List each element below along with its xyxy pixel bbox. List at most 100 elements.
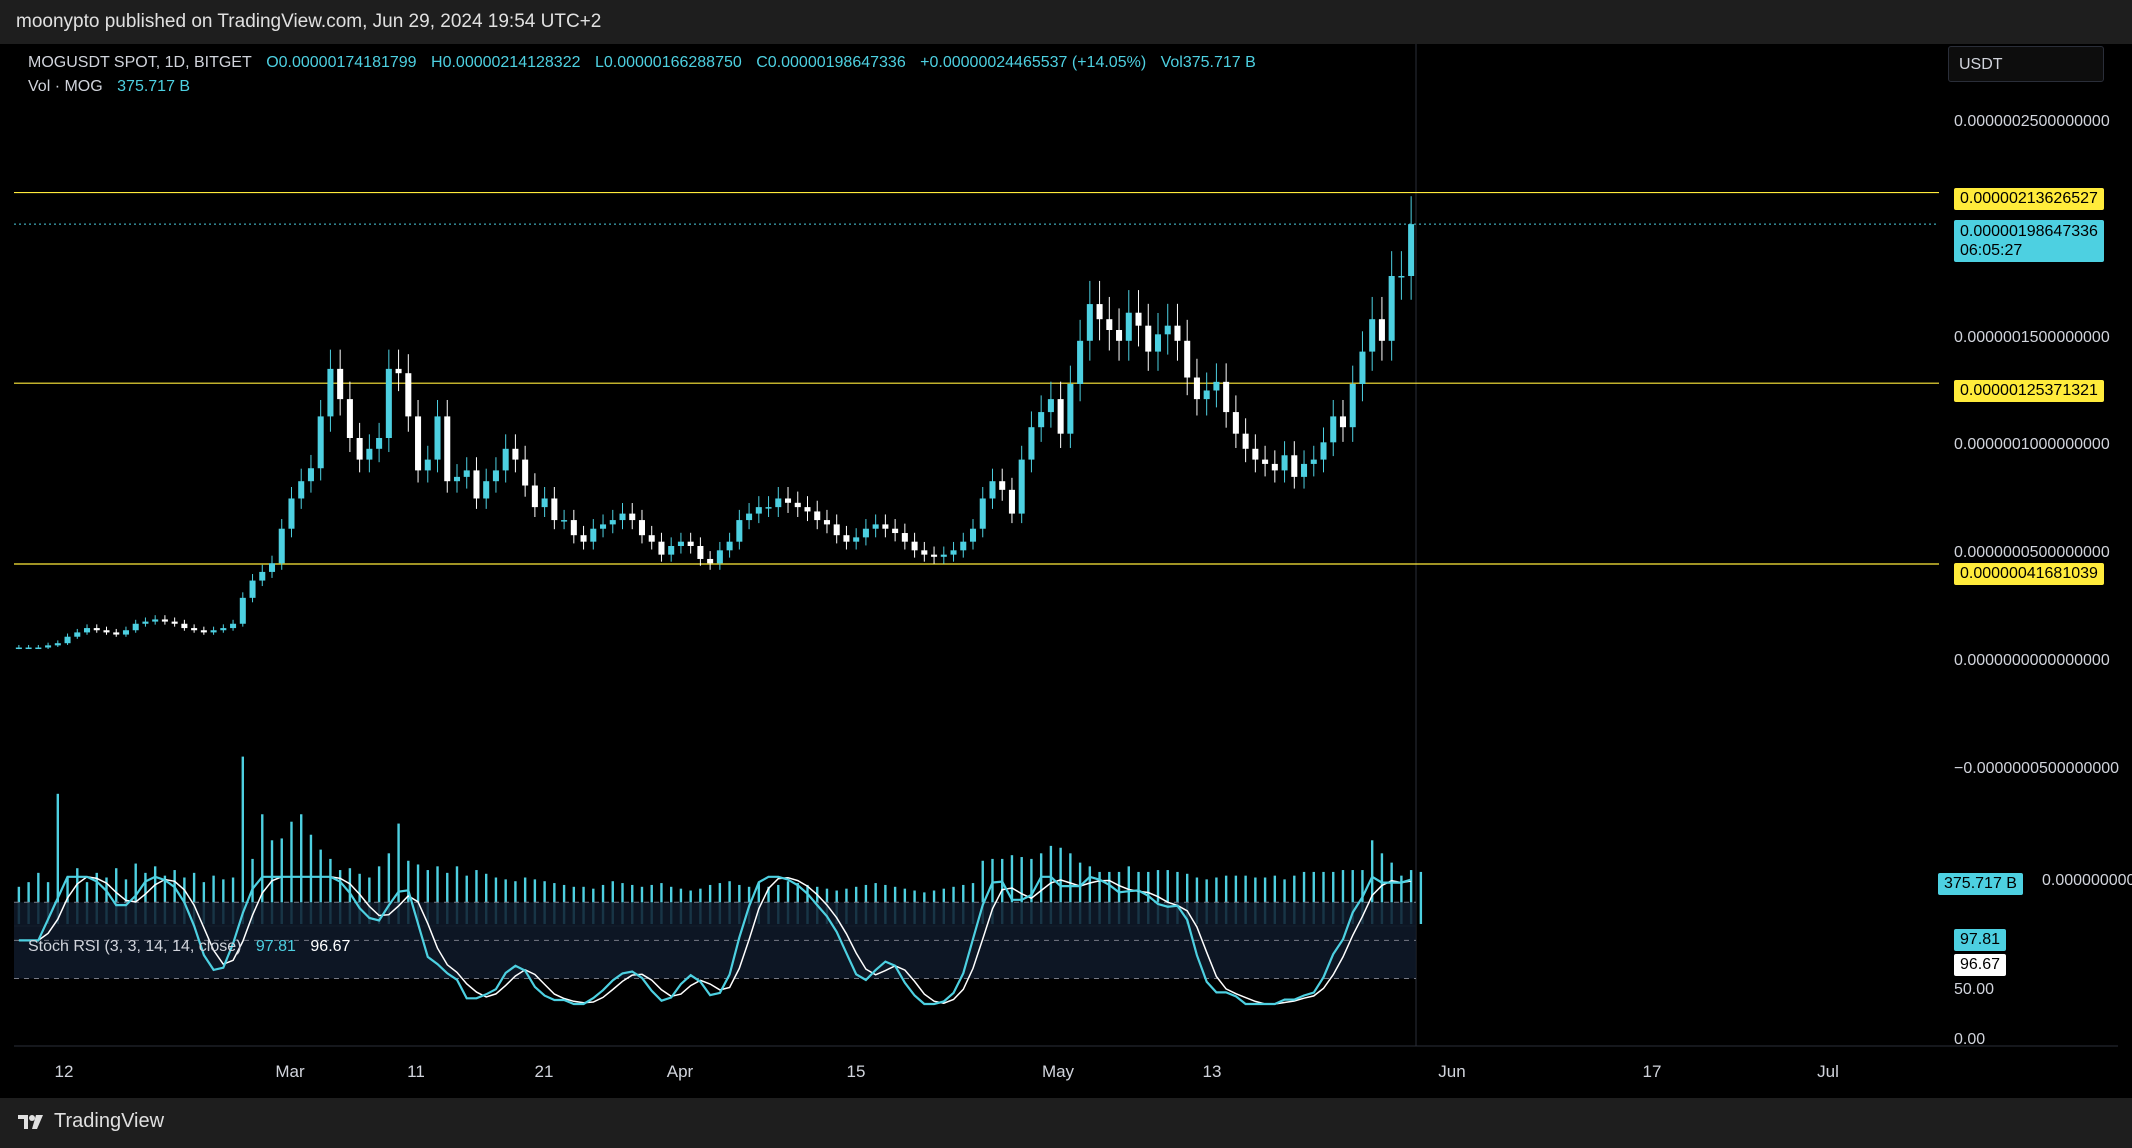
candle-body (629, 513, 636, 521)
volume-bar (105, 877, 108, 924)
candle-body (619, 513, 626, 521)
candle-body (541, 498, 548, 508)
candle-body (327, 368, 334, 417)
volume-bar (270, 840, 274, 924)
candle-body (1184, 340, 1191, 378)
candle-body (1018, 459, 1025, 514)
volume-bar (1001, 858, 1004, 924)
stoch-tick: 0.00 (1954, 1031, 1986, 1048)
candle-body (132, 623, 139, 631)
volume-bar (1205, 879, 1208, 924)
candle-body (989, 481, 996, 499)
volume-bar (1137, 871, 1140, 924)
currency-selector[interactable]: USDT (1948, 46, 2104, 82)
candle-body (424, 459, 431, 471)
volume-bar (290, 821, 293, 924)
candle-body (1086, 304, 1093, 341)
volume-bar (436, 866, 439, 924)
volume-bar (1419, 871, 1423, 924)
volume-bar (348, 868, 352, 924)
candle-body (570, 520, 577, 536)
open-value: O0.00000174181799 (266, 54, 417, 71)
chart-area[interactable]: MOGUSDT SPOT, 1D, BITGET O0.000001741817… (14, 44, 2132, 1098)
x-tick: Jun (1438, 1062, 1466, 1081)
candle-body (1262, 459, 1269, 464)
candle-body (775, 498, 782, 508)
x-tick: 13 (1202, 1062, 1222, 1081)
candle-body (600, 524, 607, 529)
candle-body (142, 621, 149, 624)
volume-bar (1263, 877, 1267, 924)
volume-bar (1254, 877, 1257, 924)
volume-bar (192, 872, 196, 924)
candle-body (580, 535, 587, 542)
candle-body (1310, 459, 1317, 464)
candle-body (288, 498, 295, 529)
volume-bar (1088, 866, 1092, 924)
volume-bar (261, 814, 264, 924)
symbol-label: MOGUSDT SPOT, 1D, BITGET (28, 54, 252, 71)
volume-bar (144, 872, 147, 924)
volume-bar (300, 814, 303, 924)
candle-body (1291, 455, 1298, 477)
candle-body (239, 597, 246, 624)
candle-body (463, 470, 470, 477)
volume-bar (1117, 871, 1121, 924)
volume-bar (76, 868, 79, 924)
header-bar: moonypto published on TradingView.com, J… (0, 0, 2132, 44)
x-tick: Apr (666, 1062, 694, 1081)
candle-body (259, 571, 266, 581)
stoch-tick: 50.00 (1954, 981, 1995, 998)
candle-body (658, 541, 665, 555)
candle-body (191, 628, 198, 631)
volume-bar (1341, 870, 1345, 924)
candle-body (337, 368, 344, 400)
candle-body (707, 558, 714, 564)
candle-body (453, 476, 461, 482)
stoch-k-value: 97.81 (255, 938, 296, 955)
candle-body (921, 550, 928, 555)
volume-bar (1030, 858, 1033, 924)
low-value: L0.00000166288750 (594, 54, 742, 71)
candle-body (687, 541, 694, 546)
candle-body (590, 528, 597, 542)
candle-body (1008, 489, 1015, 514)
volume-legend: Vol · MOG 375.717 B (28, 78, 200, 96)
volume-tag: 375.717 B (1938, 873, 2023, 895)
volume-bar (95, 872, 98, 924)
candle-body (1301, 463, 1308, 477)
volume-bar (1273, 875, 1277, 924)
candle-body (346, 399, 353, 438)
candle-body (638, 520, 645, 536)
volume-bar (1370, 840, 1374, 924)
volume-bar (416, 864, 420, 924)
volume-bar (163, 875, 167, 924)
candle-body (113, 632, 120, 635)
candle-body (171, 621, 178, 624)
price-tick: 0.0000001500000000 (1954, 329, 2110, 346)
volume-bar (280, 838, 283, 924)
volume-bar (494, 877, 498, 924)
volume-value: Vol375.717 B (1160, 54, 1256, 71)
candle-body (697, 546, 704, 559)
volume-bar (1069, 853, 1072, 924)
chart-canvas[interactable] (14, 44, 2118, 1098)
tradingview-logo[interactable]: TradingView (16, 1110, 164, 1133)
volume-bar (1332, 871, 1335, 924)
candle-body (434, 416, 441, 460)
volume-bar (1215, 877, 1218, 924)
volume-bar (1186, 873, 1189, 924)
candle-body (25, 647, 32, 650)
candle-body (415, 416, 422, 471)
candle-body (804, 507, 811, 512)
candle-body (1242, 433, 1249, 449)
candle-body (1320, 442, 1327, 460)
ohlc-legend: MOGUSDT SPOT, 1D, BITGET O0.000001741817… (28, 54, 1266, 72)
volume-legend-value: 375.717 B (117, 78, 191, 95)
volume-bar (1293, 875, 1296, 924)
volume-bar (1234, 875, 1238, 924)
current-price-tag: 0.00000198647336 06:05:27 (1954, 220, 2104, 262)
candle-body (833, 524, 840, 536)
candle-body (1359, 351, 1366, 384)
price-tick: 0.0000000000000000 (2042, 872, 2132, 889)
